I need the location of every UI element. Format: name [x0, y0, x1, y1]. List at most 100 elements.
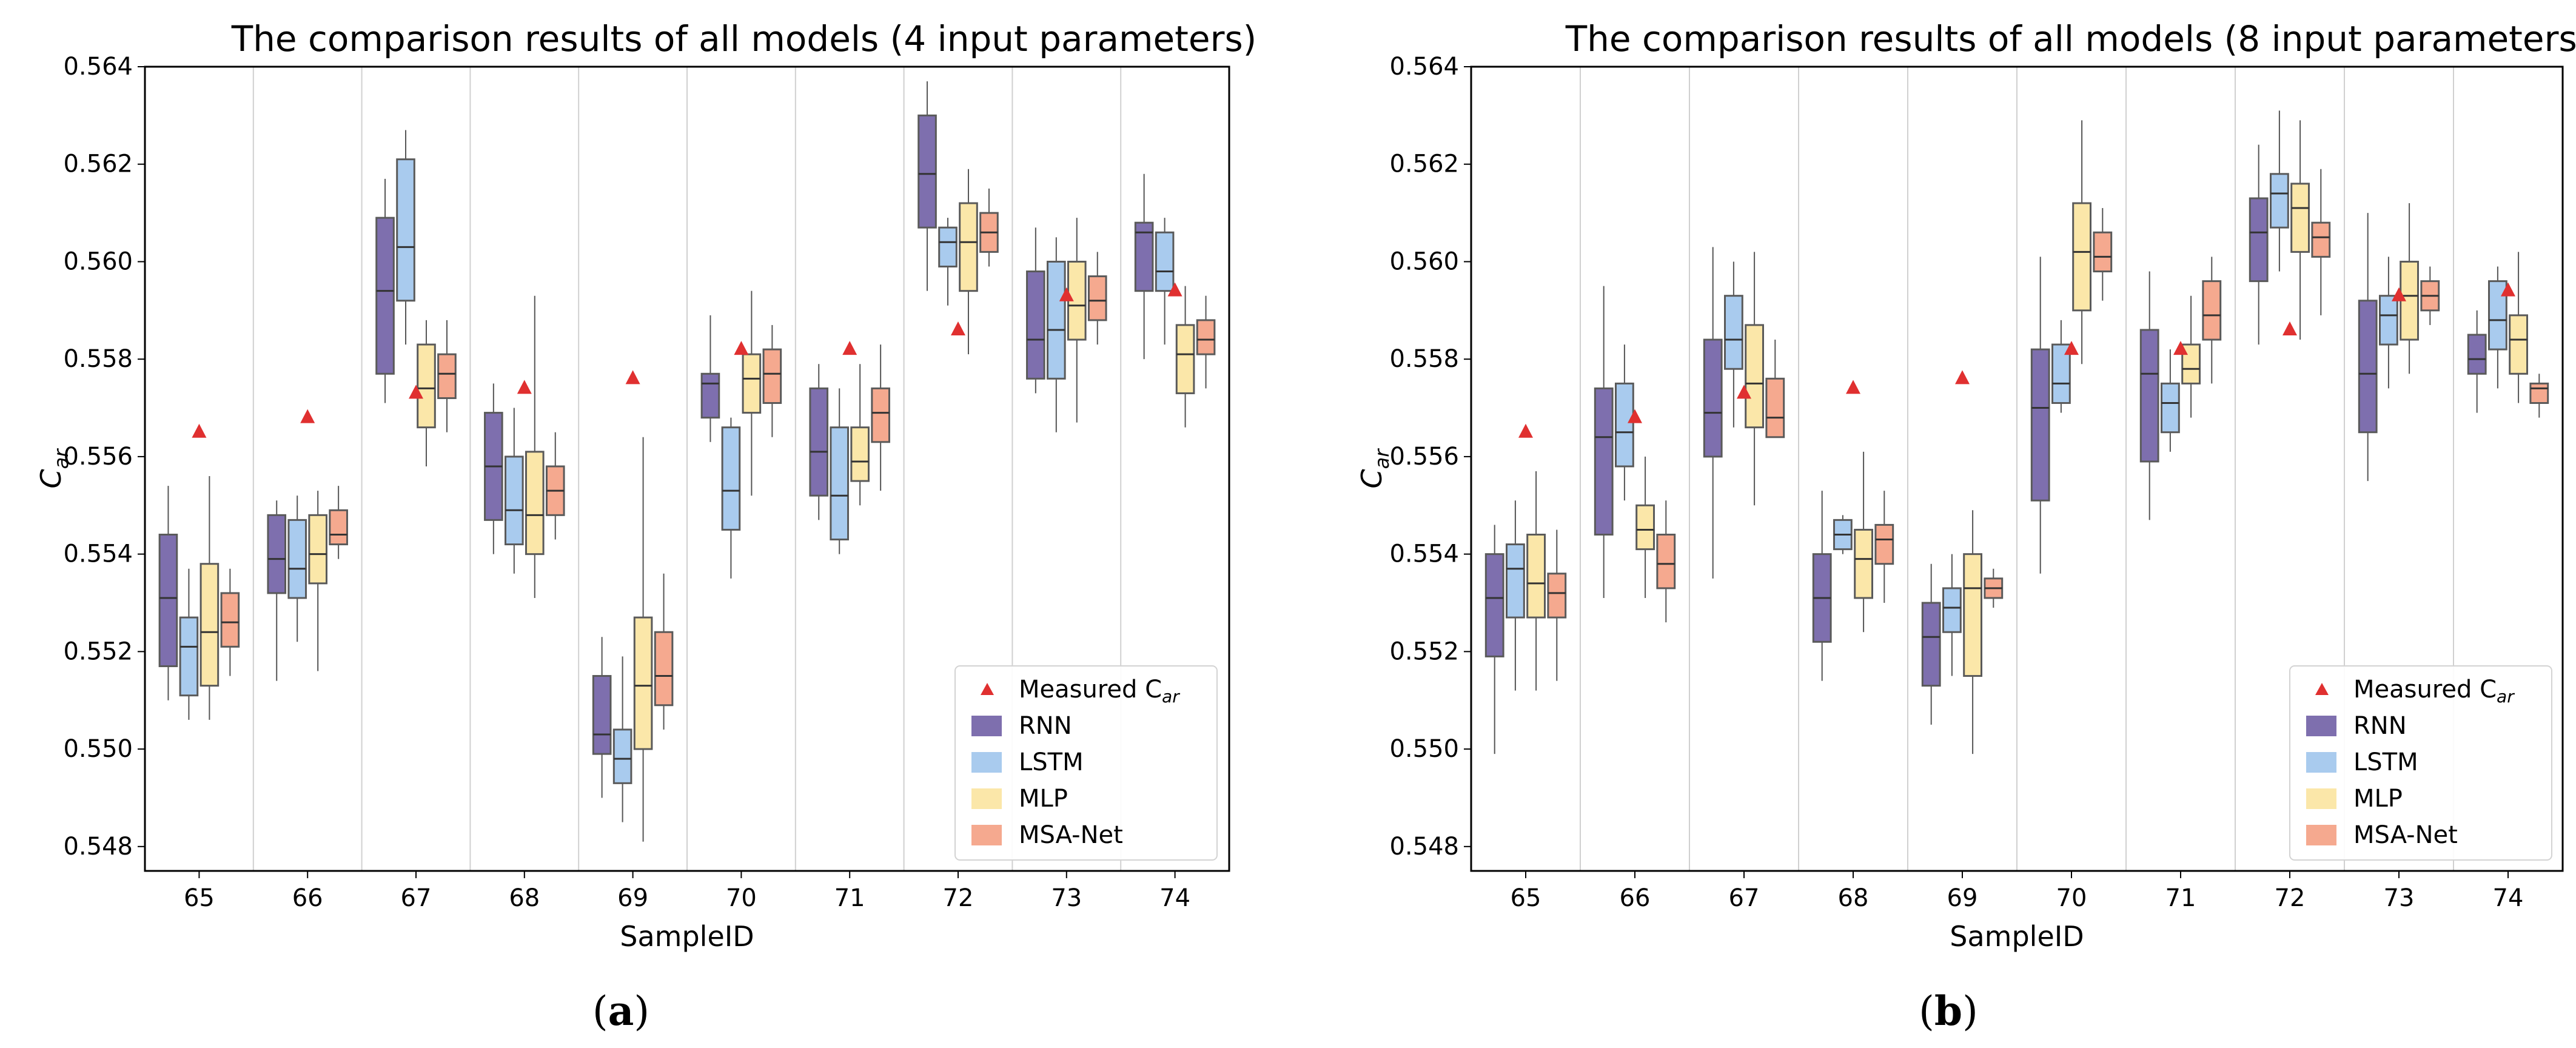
chart-b: The comparison results of all models (8 … [1355, 18, 2576, 1035]
box-mlp [2072, 202, 2091, 312]
x-tick-label: 66 [1620, 884, 1651, 912]
x-axis-label: SampleID [620, 920, 754, 953]
x-tick-label: 69 [1947, 884, 1978, 912]
box-mlp [525, 451, 545, 556]
box-msa-net [2529, 382, 2549, 405]
box-msa-net [871, 387, 890, 443]
legend-frame [954, 665, 1218, 861]
box-lstm [1506, 543, 1525, 619]
measured-marker [951, 321, 965, 335]
box-mlp [1745, 324, 1764, 429]
box-mlp [1635, 504, 1655, 551]
legend-label-mlp: MLP [2353, 785, 2403, 813]
y-tick-label: 0.554 [1389, 540, 1459, 568]
y-tick-label: 0.562 [1389, 150, 1459, 178]
measured-marker [1737, 385, 1751, 399]
y-tick-label: 0.552 [63, 637, 133, 665]
box-mlp [850, 426, 870, 482]
box-mlp [1526, 533, 1546, 619]
measured-marker [2283, 321, 2297, 335]
chart-a: The comparison results of all models (4 … [35, 18, 1256, 1035]
legend-swatch-msa-net [2306, 825, 2336, 845]
box-rnn [2467, 334, 2487, 375]
legend: Measured Car RNN LSTM MLP MSA-Net [954, 665, 1218, 861]
y-tick-label: 0.558 [63, 345, 133, 373]
legend-swatch-rnn [971, 716, 1002, 736]
box-mlp [2290, 183, 2310, 253]
box-rnn [1134, 221, 1154, 292]
x-tick-label: 71 [2165, 884, 2196, 912]
box-msa-net [437, 353, 457, 399]
measured-marker [1059, 287, 1074, 301]
box-lstm [396, 158, 415, 302]
box-lstm [179, 616, 199, 697]
box-msa-net [1874, 523, 1894, 565]
x-tick-label: 70 [726, 884, 757, 912]
x-tick-label: 66 [292, 884, 323, 912]
box-rnn [2249, 197, 2269, 283]
legend-label-lstm: LSTM [1019, 748, 1084, 776]
box-msa-net [1656, 533, 1676, 590]
measured-marker [2501, 282, 2515, 297]
y-tick-label: 0.550 [1389, 735, 1459, 763]
y-tick-label: 0.552 [1389, 637, 1459, 665]
legend-frame [2289, 665, 2552, 861]
measured-marker [1628, 409, 1642, 423]
box-lstm [1047, 260, 1066, 380]
y-tick-label: 0.556 [63, 443, 133, 471]
x-tick-label: 65 [1511, 884, 1541, 912]
y-tick-label: 0.548 [63, 833, 133, 861]
box-mlp [1175, 324, 1195, 394]
y-tick-label: 0.554 [63, 540, 133, 568]
box-lstm [1615, 382, 1634, 468]
box-lstm [1155, 231, 1175, 292]
measured-marker [300, 409, 315, 423]
chart-title: The comparison results of all models (8 … [1565, 18, 2576, 59]
measured-marker [409, 385, 423, 399]
box-msa-net [2311, 221, 2331, 258]
box-msa-net [1765, 377, 1785, 438]
legend-label-mlp: MLP [1019, 785, 1068, 813]
box-rnn [700, 372, 720, 419]
box-rnn [1026, 270, 1045, 380]
legend-swatch-mlp [971, 788, 1002, 809]
legend-label-rnn: RNN [1019, 712, 1072, 740]
box-lstm [1942, 587, 1962, 633]
y-tick-label: 0.556 [1389, 443, 1459, 471]
box-msa-net [1087, 275, 1107, 321]
box-rnn [2030, 348, 2050, 502]
x-tick-label: 65 [184, 884, 215, 912]
box-lstm [830, 426, 850, 541]
box-msa-net [654, 631, 674, 707]
plot-frame [144, 66, 1230, 872]
box-rnn [1703, 338, 1723, 458]
y-tick-label: 0.548 [1389, 833, 1459, 861]
legend-marker-measured [2315, 683, 2329, 695]
measured-marker [2173, 341, 2188, 355]
box-msa-net [762, 348, 782, 405]
panel-label-a: (a) [592, 987, 649, 1035]
box-rnn [267, 514, 287, 594]
legend: Measured Car RNN LSTM MLP MSA-Net [2289, 665, 2552, 861]
x-tick-label: 71 [834, 884, 865, 912]
y-axis-label: Car [1355, 448, 1394, 489]
box-rnn [917, 114, 937, 229]
legend-marker-measured [981, 683, 994, 695]
box-mlp [1854, 528, 1873, 599]
x-tick-label: 67 [1729, 884, 1760, 912]
y-tick-label: 0.564 [63, 53, 133, 81]
x-tick-label: 70 [2056, 884, 2087, 912]
box-rnn [158, 533, 178, 667]
box-rnn [2358, 300, 2378, 434]
box-msa-net [1547, 573, 1567, 619]
y-tick-label: 0.550 [63, 735, 133, 763]
legend-swatch-mlp [2306, 788, 2336, 809]
box-mlp [200, 563, 220, 687]
box-rnn [375, 217, 395, 375]
panel-label-b: (b) [1919, 987, 1978, 1035]
box-lstm [505, 455, 524, 546]
box-lstm [2161, 382, 2180, 434]
measured-marker [1846, 380, 1860, 394]
box-mlp [742, 353, 762, 414]
